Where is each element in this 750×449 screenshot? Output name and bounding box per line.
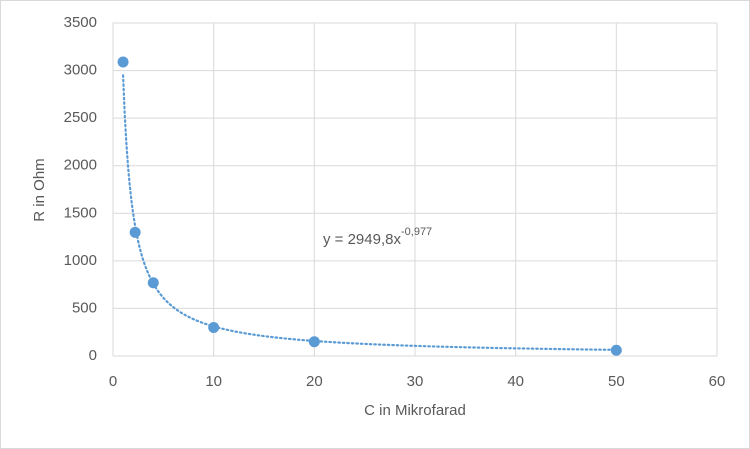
x-tick-label: 60 (709, 373, 726, 390)
equation-exponent: -0,977 (401, 226, 432, 238)
x-tick-label: 30 (407, 373, 424, 390)
trendline-equation: y = 2949,8x-0,977 (323, 226, 432, 248)
x-tick-label: 0 (109, 373, 117, 390)
point (308, 336, 320, 348)
point (610, 344, 622, 356)
y-tick-label: 3000 (64, 62, 97, 79)
point (147, 277, 159, 289)
point (208, 321, 220, 333)
y-tick-label: 2500 (64, 109, 97, 126)
x-tick-label: 20 (306, 373, 323, 390)
y-tick-label: 1500 (64, 204, 97, 221)
x-tick-label: 50 (608, 373, 625, 390)
y-tick-label: 500 (72, 299, 97, 316)
y-tick-label: 2000 (64, 157, 97, 174)
y-tick-label: 0 (89, 347, 97, 364)
point (117, 56, 129, 68)
y-axis-label: R in Ohm (31, 158, 48, 221)
x-tick-label: 40 (507, 373, 524, 390)
y-tick-label: 1000 (64, 252, 97, 269)
trendline (121, 74, 618, 351)
point (129, 226, 141, 238)
x-axis-label: C in Mikrofarad (364, 402, 466, 419)
y-tick-label: 3500 (64, 14, 97, 31)
x-tick-label: 10 (205, 373, 222, 390)
equation-base: y = 2949,8x (323, 231, 401, 248)
